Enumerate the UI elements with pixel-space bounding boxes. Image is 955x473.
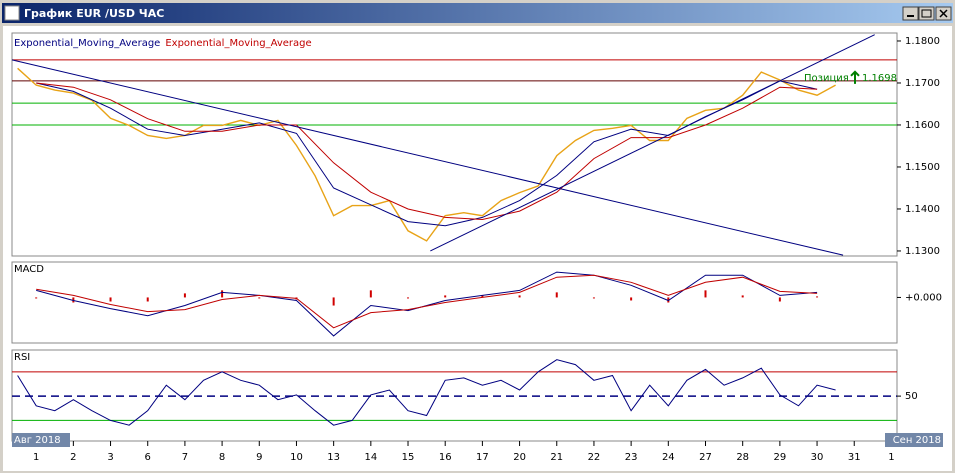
panel-title: MACD <box>14 264 44 275</box>
x-tick-label: 21 <box>550 452 563 463</box>
y-tick-label: 1.1500 <box>905 162 940 173</box>
legend-entry: Exponential_Moving_Average <box>165 38 311 49</box>
y-tick-label: 1.1400 <box>905 204 940 215</box>
histogram-bar <box>741 295 744 298</box>
histogram-bar <box>35 297 38 299</box>
month-label: Авг 2018 <box>14 435 61 446</box>
histogram-bar <box>778 297 781 302</box>
minimize-button[interactable] <box>902 6 919 21</box>
histogram-bar <box>258 297 261 299</box>
histogram-bar <box>146 297 149 302</box>
y-tick-label: 1.1700 <box>905 78 940 89</box>
month-label: Сен 2018 <box>893 435 941 446</box>
histogram-bar <box>816 296 819 298</box>
y-tick-label: +0.000 <box>905 292 942 303</box>
window-title: График EUR /USD ЧАС <box>24 7 164 20</box>
legend-entry: Exponential_Moving_Average <box>14 38 160 49</box>
maximize-button[interactable] <box>918 6 935 21</box>
x-tick-label: 24 <box>662 452 675 463</box>
macd-line <box>36 274 818 329</box>
x-tick-label: 31 <box>848 452 861 463</box>
x-tick-label: 7 <box>182 452 188 463</box>
histogram-bar <box>221 290 224 298</box>
close-icon <box>939 9 948 18</box>
y-tick-label: 50 <box>905 391 918 402</box>
window-icon <box>4 5 20 21</box>
x-tick-label: 14 <box>364 452 377 463</box>
x-tick-label: 17 <box>476 452 489 463</box>
window-buttons[interactable] <box>902 6 952 21</box>
x-tick-label: 16 <box>439 452 452 463</box>
x-tick-label: 8 <box>219 452 225 463</box>
x-tick-label: 13 <box>327 452 340 463</box>
x-tick-label: 22 <box>588 452 601 463</box>
ema-line <box>36 82 818 221</box>
rsi-line <box>17 359 836 426</box>
x-tick-label: 2 <box>70 452 76 463</box>
trend-line <box>11 59 844 256</box>
histogram-bar <box>481 295 484 298</box>
y-tick-label: 1.1800 <box>905 36 940 47</box>
histogram-bar <box>369 290 372 298</box>
x-tick-label: 9 <box>256 452 262 463</box>
title-bar <box>2 3 953 23</box>
price-line <box>17 67 836 242</box>
histogram-bar <box>183 293 186 298</box>
trend-line <box>430 34 875 252</box>
x-tick-label: 20 <box>513 452 526 463</box>
x-tick-label: 1 <box>33 452 39 463</box>
x-tick-label: 29 <box>774 452 787 463</box>
macd-panel <box>11 261 898 344</box>
histogram-bar <box>704 290 707 298</box>
maximize-icon <box>921 9 932 18</box>
histogram-bar <box>444 295 447 298</box>
histogram-bar <box>518 295 521 298</box>
position-value: 1.1698 <box>862 73 897 84</box>
x-tick-label: 30 <box>811 452 824 463</box>
histogram-bar <box>630 297 633 301</box>
x-tick-label: 3 <box>107 452 113 463</box>
histogram-bar <box>555 292 558 298</box>
position-label: Позиция <box>804 73 849 84</box>
position-arrow <box>850 70 860 84</box>
x-tick-label: 27 <box>699 452 712 463</box>
x-tick-label: 1 <box>888 452 894 463</box>
y-tick-label: 1.1300 <box>905 246 940 257</box>
histogram-bar <box>407 297 410 299</box>
x-tick-label: 6 <box>145 452 151 463</box>
x-tick-label: 28 <box>736 452 749 463</box>
histogram-bar <box>72 297 75 303</box>
month-label-box <box>885 433 943 447</box>
histogram-bar <box>109 297 112 302</box>
month-label-box <box>12 433 70 447</box>
histogram-bar <box>592 297 595 299</box>
histogram-bar <box>332 297 335 306</box>
y-tick-label: 1.1600 <box>905 120 940 131</box>
x-tick-label: 15 <box>402 452 415 463</box>
x-tick-label: 23 <box>625 452 638 463</box>
x-tick-label: 10 <box>290 452 303 463</box>
price-panel <box>11 32 898 257</box>
panel-title: RSI <box>14 352 30 363</box>
